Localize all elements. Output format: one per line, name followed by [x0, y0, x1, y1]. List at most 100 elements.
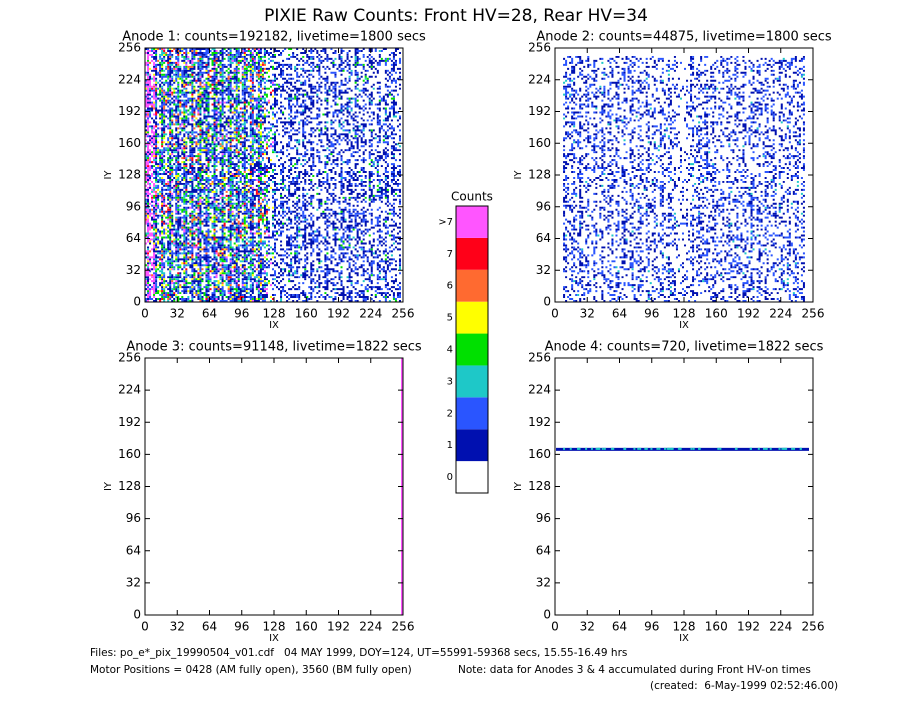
- count-texture: [667, 447, 670, 450]
- count-texture: [610, 447, 613, 450]
- count-texture: [671, 447, 674, 450]
- y-tick-label: 224: [528, 72, 551, 86]
- y-tick-label: 160: [118, 136, 141, 150]
- count-texture: [784, 447, 787, 450]
- x-tick-label: 96: [234, 307, 249, 321]
- count-texture: [782, 447, 785, 450]
- y-tick-label: 32: [536, 575, 551, 589]
- count-texture: [690, 447, 693, 450]
- x-tick-label: 160: [705, 620, 728, 634]
- y-tick-label: 192: [528, 104, 551, 118]
- count-texture: [603, 447, 606, 450]
- count-texture: [612, 447, 615, 450]
- y-tick-label: 96: [126, 199, 141, 213]
- colorbar-label: 6: [447, 281, 453, 292]
- count-texture: [556, 447, 809, 451]
- count-texture: [585, 447, 588, 450]
- count-texture: [590, 447, 593, 450]
- colorbar-label: 7: [447, 249, 453, 260]
- count-texture: [778, 447, 781, 450]
- count-texture: [658, 447, 661, 450]
- x-tick-label: 32: [580, 307, 595, 321]
- panel-title: Anode 2: counts=44875, livetime=1800 sec…: [536, 30, 832, 45]
- x-tick-label: 128: [263, 620, 286, 634]
- x-tick-label: 160: [295, 620, 318, 634]
- y-axis-label: IY: [103, 481, 114, 491]
- count-texture: [645, 447, 648, 450]
- y-tick-label: 96: [126, 511, 141, 525]
- y-tick-label: 160: [118, 447, 141, 461]
- colorbar-label: 3: [447, 376, 453, 387]
- y-axis-label: IY: [513, 170, 524, 180]
- x-tick-label: 192: [327, 620, 350, 634]
- x-tick-label: 160: [705, 307, 728, 321]
- y-tick-label: 192: [118, 104, 141, 118]
- y-tick-label: 224: [118, 383, 141, 397]
- count-texture: [668, 447, 671, 450]
- count-texture: [719, 447, 722, 450]
- colorbar-bin: [456, 429, 488, 462]
- x-tick-label: 64: [202, 620, 217, 634]
- y-tick-label: 128: [118, 168, 141, 182]
- count-texture: [598, 447, 601, 450]
- count-texture: [765, 447, 768, 450]
- x-tick-label: 0: [141, 620, 149, 634]
- x-tick-label: 192: [737, 620, 760, 634]
- y-tick-label: 256: [118, 351, 141, 365]
- count-texture: [769, 447, 772, 450]
- x-tick-label: 64: [202, 307, 217, 321]
- y-tick-label: 128: [528, 168, 551, 182]
- x-axis-label: IX: [679, 320, 689, 331]
- count-texture: [698, 447, 701, 450]
- count-texture: [757, 447, 760, 450]
- y-tick-label: 64: [126, 231, 141, 245]
- y-tick-label: 32: [536, 263, 551, 277]
- colorbar-bin: [456, 237, 488, 270]
- plot-frame: [144, 357, 404, 616]
- x-tick-label: 32: [580, 620, 595, 634]
- x-axis-label: IX: [269, 320, 279, 331]
- count-texture: [644, 447, 647, 450]
- count-texture: [637, 447, 640, 450]
- x-tick-label: 0: [551, 307, 559, 321]
- count-texture: [749, 447, 752, 450]
- y-tick-label: 128: [118, 479, 141, 493]
- x-tick-label: 224: [769, 620, 792, 634]
- count-texture: [633, 447, 636, 450]
- x-tick-label: 96: [644, 620, 659, 634]
- count-texture: [679, 447, 682, 450]
- count-texture: [670, 447, 673, 450]
- x-tick-label: 224: [359, 307, 382, 321]
- count-texture: [793, 447, 796, 450]
- panel-title: Anode 1: counts=192182, livetime=1800 se…: [122, 30, 426, 45]
- x-tick-label: 128: [673, 307, 696, 321]
- y-tick-label: 224: [528, 383, 551, 397]
- footer-files: Files: po_e*_pix_19990504_v01.cdf 04 MAY…: [90, 647, 627, 659]
- count-texture: [717, 447, 720, 450]
- count-texture: [563, 55, 805, 302]
- count-texture: [577, 447, 580, 450]
- page-title: PIXIE Raw Counts: Front HV=28, Rear HV=3…: [264, 6, 648, 26]
- count-texture: [569, 447, 572, 450]
- x-tick-label: 32: [170, 620, 185, 634]
- y-tick-label: 32: [126, 263, 141, 277]
- y-tick-label: 256: [118, 41, 141, 55]
- y-tick-label: 32: [126, 575, 141, 589]
- y-tick-label: 192: [118, 415, 141, 429]
- count-texture: [563, 447, 566, 450]
- y-tick-label: 192: [528, 415, 551, 429]
- x-tick-label: 64: [612, 620, 627, 634]
- y-tick-label: 224: [118, 72, 141, 86]
- y-tick-label: 128: [528, 479, 551, 493]
- count-texture: [734, 447, 737, 450]
- panel-title: Anode 3: counts=91148, livetime=1822 sec…: [126, 340, 422, 355]
- count-texture: [677, 447, 680, 450]
- colorbar-label: >7: [438, 217, 453, 228]
- x-tick-label: 0: [551, 620, 559, 634]
- x-tick-label: 32: [170, 307, 185, 321]
- x-tick-label: 0: [141, 307, 149, 321]
- y-axis-label: IY: [513, 481, 524, 491]
- x-tick-label: 160: [295, 307, 318, 321]
- colorbar-bin: [456, 269, 488, 302]
